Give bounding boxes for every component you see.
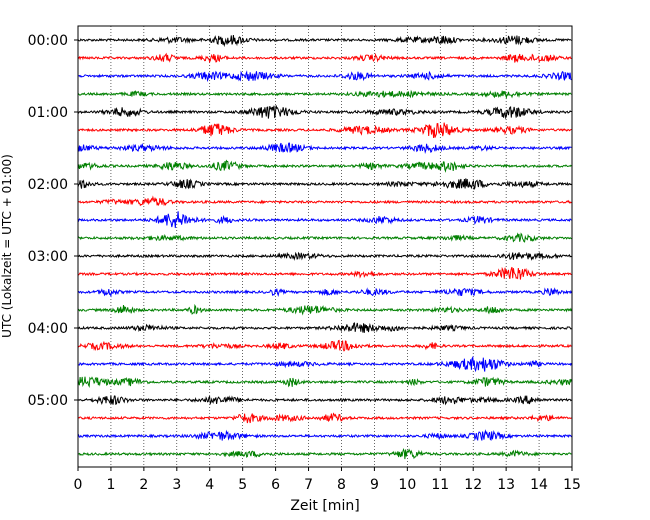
y-axis: 00:00 01:00 02:00 03:00 04:00 05:00	[28, 33, 78, 409]
y-tick-label-0: 00:00	[28, 33, 68, 49]
x-tick-label-8: 8	[337, 477, 346, 493]
y-tick-label-3: 03:00	[28, 249, 68, 265]
x-tick-label-7: 7	[304, 477, 313, 493]
trace-17	[77, 339, 572, 352]
x-tick-label-6: 6	[271, 477, 280, 493]
trace-22	[77, 429, 572, 442]
y-tick-label-2: 02:00	[28, 177, 68, 193]
traces	[77, 34, 572, 460]
trace-11	[77, 232, 572, 243]
x-tick-label-11: 11	[431, 477, 449, 493]
x-tick-label-12: 12	[464, 477, 482, 493]
trace-15	[77, 303, 572, 316]
trace-3	[77, 89, 572, 100]
x-tick-label-10: 10	[398, 477, 416, 493]
trace-12	[77, 251, 572, 261]
y-axis-label: UTC (Lokalzeit = UTC + 01:00)	[0, 154, 14, 338]
y-tick-label-1: 01:00	[28, 105, 68, 121]
trace-10	[77, 211, 572, 228]
x-axis: 0 1 2 3 4 5 6 7 8 9 10 11 12 13 14 15	[74, 467, 581, 493]
x-tick-label-4: 4	[205, 477, 214, 493]
trace-8	[77, 178, 572, 191]
trace-14	[77, 287, 572, 298]
trace-18	[77, 355, 572, 373]
trace-2	[77, 70, 572, 83]
x-tick-label-0: 0	[74, 477, 83, 493]
x-tick-label-15: 15	[563, 477, 581, 493]
x-tick-label-3: 3	[172, 477, 181, 493]
y-tick-label-5: 05:00	[28, 393, 68, 409]
x-tick-label-9: 9	[370, 477, 379, 493]
x-tick-label-2: 2	[139, 477, 148, 493]
trace-19	[77, 376, 572, 389]
trace-5	[77, 122, 572, 138]
trace-7	[77, 159, 572, 173]
trace-16	[77, 322, 572, 333]
trace-6	[77, 142, 572, 154]
trace-21	[77, 412, 572, 424]
y-tick-label-4: 04:00	[28, 321, 68, 337]
x-tick-label-13: 13	[497, 477, 515, 493]
trace-9	[77, 195, 572, 207]
x-tick-label-5: 5	[238, 477, 247, 493]
trace-0	[77, 34, 572, 48]
trace-1	[77, 52, 572, 64]
x-tick-label-14: 14	[530, 477, 548, 493]
trace-13	[77, 266, 572, 280]
x-axis-label: Zeit [min]	[290, 498, 359, 514]
x-tick-label-1: 1	[106, 477, 115, 493]
plot-frame	[77, 25, 573, 468]
trace-23	[77, 447, 572, 460]
trace-20	[77, 395, 572, 406]
trace-4	[77, 105, 572, 120]
